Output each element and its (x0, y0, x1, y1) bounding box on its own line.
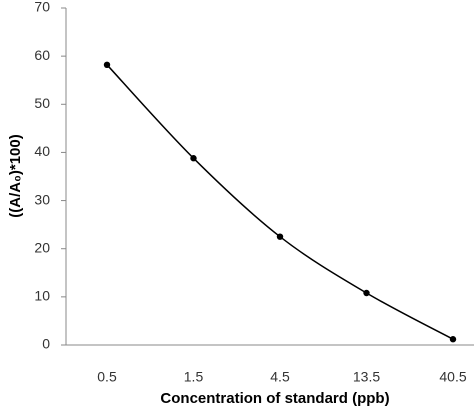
data-point (103, 61, 111, 69)
data-point (363, 289, 370, 297)
y-tick-label: 0 (42, 336, 50, 352)
data-point (276, 233, 284, 240)
x-tick-label: 13.5 (353, 369, 380, 385)
x-tick-label: 40.5 (439, 369, 466, 385)
x-axis-title: Concentration of standard (ppb) (160, 390, 389, 407)
y-tick-label: 20 (34, 239, 50, 255)
y-tick-label: 70 (34, 0, 50, 15)
y-tick-label: 50 (34, 95, 50, 111)
y-tick-label: 10 (34, 288, 50, 304)
data-point (190, 155, 197, 162)
y-tick-label: 60 (34, 47, 50, 63)
x-tick-label: 0.5 (97, 369, 117, 385)
y-tick-label: 30 (34, 191, 50, 207)
y-axis-title: ((A/A₀)*100) (7, 134, 24, 217)
y-tick-label: 40 (34, 143, 50, 159)
data-point (449, 336, 457, 343)
x-tick-label: 1.5 (184, 369, 204, 385)
data-line (106, 64, 454, 340)
x-tick-label: 4.5 (270, 369, 290, 385)
